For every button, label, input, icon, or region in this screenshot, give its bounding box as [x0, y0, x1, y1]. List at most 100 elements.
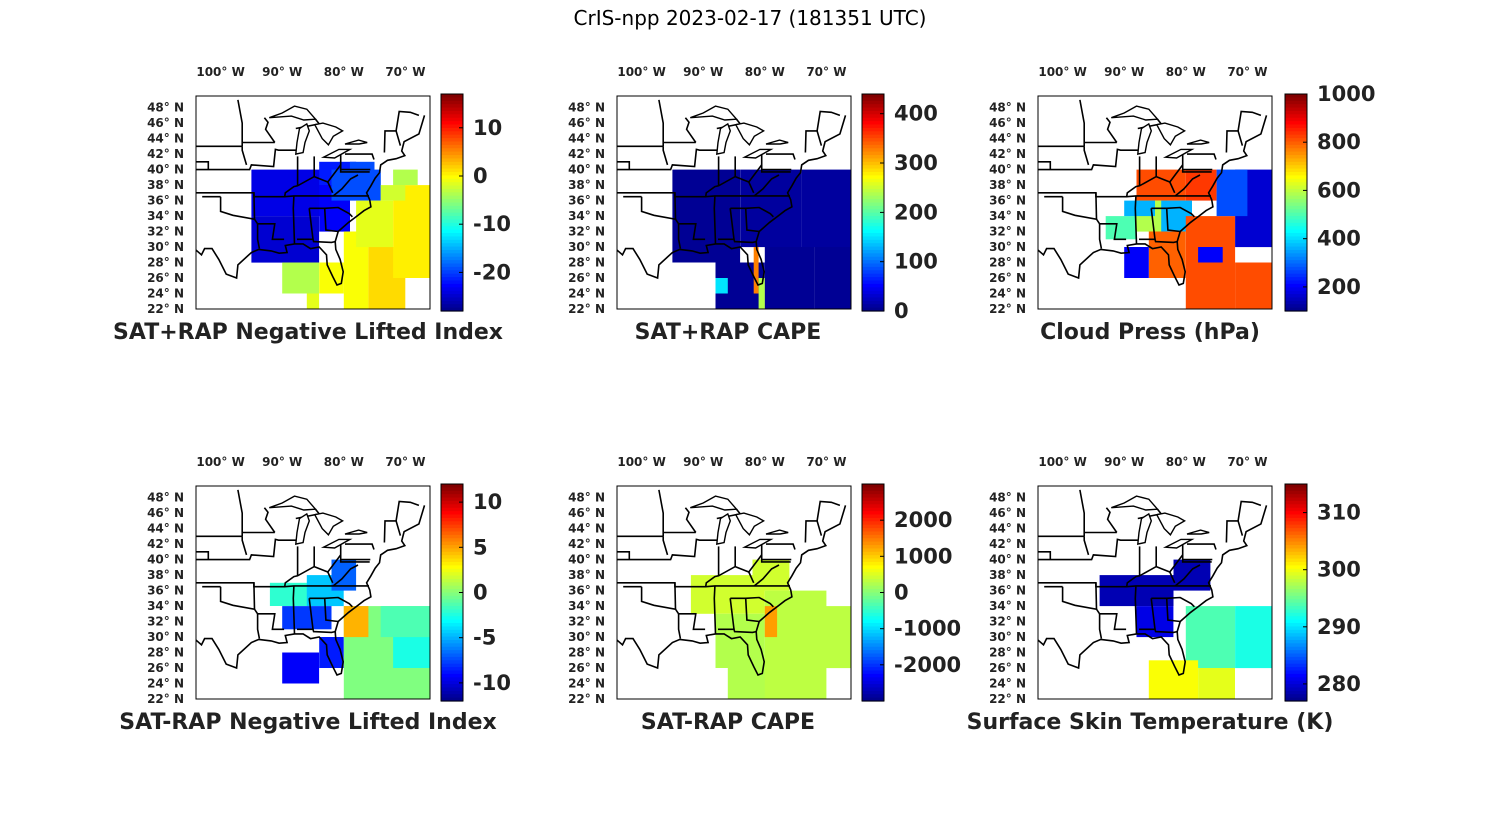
state-border	[1165, 598, 1181, 623]
lon-tick-label: 90° W	[683, 65, 723, 79]
lon-tick-label: 90° W	[262, 65, 302, 79]
coastline	[1038, 115, 1268, 286]
state-border	[237, 489, 243, 537]
swath-patch	[753, 247, 759, 294]
lat-tick-label: 30° N	[989, 630, 1026, 644]
great-lake	[1162, 148, 1195, 159]
lon-tick-label: 100° W	[196, 65, 244, 79]
state-border	[256, 613, 261, 639]
lat-tick-label: 30° N	[147, 240, 184, 254]
lat-tick-label: 46° N	[147, 116, 184, 130]
state-border	[237, 99, 243, 147]
lon-tick-label: 70° W	[806, 65, 846, 79]
state-border	[760, 154, 791, 173]
state-border	[658, 489, 664, 537]
colorbar-tick-label: -1000	[894, 617, 961, 641]
panel-title: Cloud Press (hPa)	[1040, 320, 1260, 345]
state-border	[804, 130, 823, 153]
state-border	[1225, 130, 1244, 153]
lat-tick-label: 48° N	[147, 491, 184, 505]
colorbar: 310 300 290 280	[1284, 483, 1361, 702]
colorbar-tick-label: 280	[1317, 672, 1361, 696]
lat-tick-label: 46° N	[568, 116, 605, 130]
lat-tick-label: 26° N	[568, 271, 605, 285]
state-border	[332, 174, 359, 197]
swath-patch	[1148, 660, 1199, 699]
lat-tick-label: 40° N	[989, 553, 1026, 567]
colorbar-tick-label: 300	[894, 151, 938, 175]
state-border	[1038, 538, 1138, 561]
state-border	[760, 544, 791, 563]
state-border	[1237, 110, 1262, 132]
coastline	[617, 115, 847, 286]
colorbar-tick-label: -20	[473, 260, 511, 284]
lat-tick-label: 28° N	[568, 256, 605, 270]
state-border	[1038, 148, 1138, 171]
state-border	[196, 538, 296, 561]
map-area: 100° W 90° W 80° W 70° W 48° N46° N 44° N42° …	[568, 455, 961, 735]
lat-tick-label: 24° N	[568, 677, 605, 691]
lat-tick-label: 30° N	[147, 630, 184, 644]
state-border	[395, 110, 420, 132]
lat-tick-label: 44° N	[147, 132, 184, 146]
state-border	[1105, 507, 1118, 533]
colorbar-tick-label: 200	[894, 200, 938, 224]
lat-tick-label: 44° N	[147, 522, 184, 536]
great-lake	[313, 512, 345, 536]
lon-tick-label: 90° W	[262, 455, 302, 469]
map-frame	[616, 485, 852, 700]
state-border	[1038, 551, 1052, 560]
state-border	[766, 153, 796, 160]
state-border	[1181, 154, 1212, 173]
state-border	[617, 551, 631, 560]
lon-tick-label: 90° W	[683, 455, 723, 469]
lat-tick-label: 36° N	[989, 584, 1026, 598]
lat-tick-label: 38° N	[989, 568, 1026, 582]
state-border	[729, 208, 735, 240]
state-border	[678, 223, 706, 241]
lat-tick-label: 24° N	[989, 677, 1026, 691]
state-border	[292, 195, 296, 244]
state-border	[196, 148, 296, 171]
state-border	[1061, 586, 1101, 615]
state-border	[1225, 520, 1244, 543]
map-frame	[616, 95, 852, 310]
state-border	[241, 146, 248, 166]
lat-tick-label: 40° N	[147, 553, 184, 567]
colorbar-tick-label: 800	[1317, 130, 1361, 154]
state-border	[753, 564, 780, 587]
lat-tick-label: 38° N	[989, 178, 1026, 192]
state-border	[196, 551, 210, 560]
swath-patch	[814, 606, 851, 669]
state-border	[1187, 543, 1217, 550]
state-border	[257, 613, 285, 631]
map-area: 100° W 90° W 80° W 70° W 48° N46° N 44° N42° …	[113, 65, 511, 345]
coastline	[196, 505, 426, 676]
state-border	[1237, 500, 1262, 522]
swath-patch	[1235, 606, 1272, 669]
lat-tick-label: 48° N	[147, 101, 184, 115]
state-border	[1134, 585, 1138, 634]
lat-tick-label: 40° N	[147, 163, 184, 177]
lat-tick-label: 22° N	[568, 302, 605, 316]
state-border	[1083, 146, 1090, 166]
colorbar-tick-label: 310	[1317, 501, 1361, 525]
map-figure-sat-rap-plus-cape: 100° W 90° W 80° W 70° W 48° N46° N 44° N42° …	[568, 65, 938, 345]
lon-tick-label: 80° W	[1166, 65, 1206, 79]
figure-title: CrIS-npp 2023-02-17 (181351 UTC)	[573, 6, 927, 30]
colorbar-tick-label: 0	[894, 299, 909, 323]
lat-tick-label: 30° N	[568, 240, 605, 254]
great-lake	[765, 529, 789, 535]
coastline	[617, 505, 847, 676]
state-border	[816, 110, 841, 132]
colorbar: 10 0 -10 -20	[440, 93, 511, 312]
lat-tick-label: 38° N	[147, 178, 184, 192]
swath-patch	[1198, 247, 1223, 263]
state-border	[309, 206, 353, 218]
map-frame	[1037, 95, 1273, 310]
lat-tick-label: 42° N	[989, 147, 1026, 161]
state-border	[617, 582, 790, 588]
state-border	[196, 161, 210, 170]
state-border	[323, 598, 339, 623]
great-lake	[1111, 495, 1159, 511]
